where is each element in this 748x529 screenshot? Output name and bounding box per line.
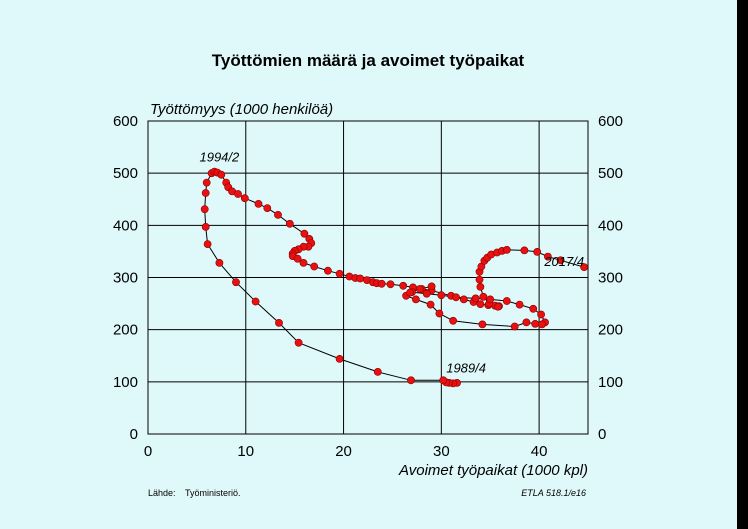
data-point: [411, 295, 420, 304]
data-point: [201, 222, 210, 231]
data-point: [299, 258, 308, 267]
data-point: [217, 170, 226, 179]
data-point: [386, 280, 395, 289]
data-point: [254, 199, 263, 208]
data-point: [476, 282, 485, 291]
data-point: [335, 269, 344, 278]
source-label: Lähde:: [148, 488, 176, 498]
data-point: [263, 204, 272, 212]
data-point: [538, 320, 546, 329]
data-point: [356, 274, 365, 283]
data-point: [537, 310, 545, 319]
data-point: [422, 289, 431, 298]
x-tick-label: 40: [531, 443, 548, 460]
x-tick-label: 0: [144, 443, 152, 460]
data-point: [427, 282, 436, 291]
data-point: [533, 247, 542, 256]
data-point: [502, 245, 511, 254]
data-point: [486, 295, 495, 304]
data-point: [515, 300, 524, 309]
y-axis-title: Työttömyys (1000 henkilöä): [150, 101, 333, 118]
data-point: [510, 322, 519, 331]
data-point: [522, 318, 531, 327]
data-point: [459, 295, 468, 304]
chart-code: ETLA 518.1/e16: [521, 488, 586, 498]
data-point: [293, 254, 302, 263]
data-point: [377, 279, 386, 288]
data-point: [479, 292, 488, 301]
y-tick-label-right: 400: [598, 217, 623, 234]
data-point: [275, 318, 283, 327]
y-tick-label-left: 400: [113, 217, 138, 234]
data-point: [478, 320, 487, 329]
data-point: [475, 275, 484, 284]
y-tick-label-left: 0: [130, 426, 138, 443]
data-point: [215, 258, 224, 267]
data-point: [437, 291, 446, 300]
y-tick-label-left: 100: [113, 374, 138, 391]
data-point: [234, 190, 242, 198]
data-point: [415, 285, 424, 293]
data-point: [529, 304, 538, 313]
data-point: [502, 297, 511, 305]
data-point: [399, 281, 408, 290]
data-point: [449, 316, 457, 325]
x-axis-title: Avoimet työpaikat (1000 kpl): [398, 462, 588, 479]
y-tick-label-left: 500: [113, 165, 138, 182]
data-point: [251, 297, 260, 306]
data-point: [300, 229, 309, 238]
data-point: [335, 354, 344, 363]
data-point: [556, 256, 565, 265]
x-tick-label: 30: [433, 443, 450, 460]
y-tick-label-right: 600: [598, 113, 623, 130]
data-point: [202, 178, 211, 187]
data-point: [580, 263, 588, 271]
annotation-label: 1994/2: [199, 150, 240, 165]
data-point: [435, 309, 444, 318]
annotation-label: 2017/4: [543, 254, 584, 269]
data-point: [232, 278, 240, 287]
data-point: [494, 302, 502, 311]
data-point: [426, 300, 435, 309]
y-tick-labels-left: 0 100 200 300 400 500 600: [113, 113, 138, 443]
data-point: [200, 205, 209, 214]
y-tick-label-left: 300: [113, 270, 138, 287]
data-point: [203, 240, 212, 248]
y-tick-label-right: 300: [598, 270, 623, 287]
data-point: [531, 319, 540, 328]
data-point: [323, 266, 332, 275]
y-tick-label-right: 500: [598, 165, 623, 182]
data-point: [310, 262, 319, 271]
data-point: [240, 194, 249, 203]
data-point: [544, 252, 552, 261]
y-tick-label-left: 200: [113, 322, 138, 339]
data-point: [471, 294, 480, 303]
x-tick-label: 10: [237, 443, 254, 460]
data-point: [285, 219, 294, 228]
y-tick-label-right: 0: [598, 426, 606, 443]
source-value: Työministeriö.: [185, 488, 241, 498]
y-tick-label-left: 600: [113, 113, 138, 130]
x-tick-label: 20: [335, 443, 352, 460]
data-point: [274, 210, 282, 219]
data-point: [439, 376, 448, 385]
chart-title: Työttömien määrä ja avoimet työpaikat: [212, 51, 525, 70]
y-tick-label-right: 200: [598, 322, 623, 339]
y-tick-label-right: 100: [598, 374, 623, 391]
data-point: [373, 367, 382, 376]
data-point: [201, 189, 210, 197]
annotations: 1994/2 1989/4 2017/4: [199, 150, 584, 376]
x-tick-labels: 0 10 20 30 40: [144, 443, 548, 460]
data-point: [407, 376, 415, 385]
data-point: [520, 246, 529, 255]
data-point: [406, 288, 414, 297]
data-point: [476, 300, 485, 308]
y-tick-labels-right: 0 100 200 300 400 500 600: [598, 113, 623, 443]
annotation-label: 1989/4: [446, 360, 486, 375]
data-point: [294, 338, 303, 347]
data-points: [200, 167, 588, 388]
data-point: [452, 293, 460, 302]
